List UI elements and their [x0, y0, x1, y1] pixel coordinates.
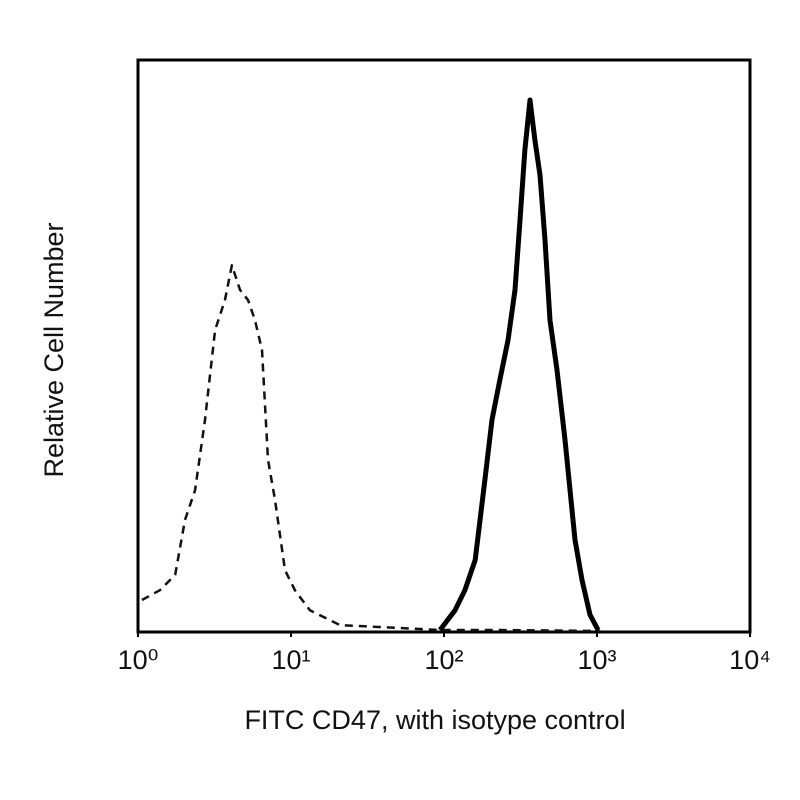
plot-frame [136, 58, 752, 634]
x-tick-label: 10¹ [271, 645, 310, 675]
histogram-line [438, 97, 601, 632]
y-axis-label: Relative Cell Number [39, 222, 69, 477]
x-axis-label: FITC CD47, with isotype control [244, 705, 625, 735]
x-tick-label: 10² [424, 645, 463, 675]
x-tick-label: 10³ [577, 645, 616, 675]
x-tick-label: 10⁴ [729, 645, 771, 675]
x-tick-label: 10⁰ [118, 645, 159, 675]
histogram-line [141, 264, 601, 633]
